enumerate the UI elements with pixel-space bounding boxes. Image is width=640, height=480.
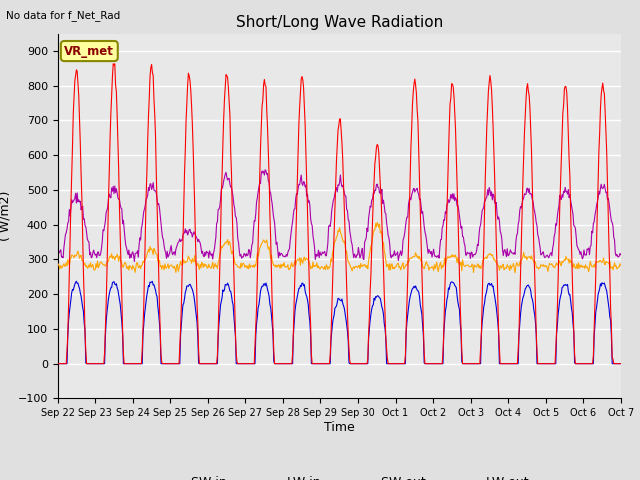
Text: VR_met: VR_met	[65, 45, 114, 58]
Title: Short/Long Wave Radiation: Short/Long Wave Radiation	[236, 15, 443, 30]
X-axis label: Time: Time	[324, 421, 355, 434]
Y-axis label: ( W/m2): ( W/m2)	[0, 191, 12, 241]
Text: No data for f_Net_Rad: No data for f_Net_Rad	[6, 11, 121, 22]
Legend: SW in, LW in, SW out, LW out: SW in, LW in, SW out, LW out	[145, 471, 533, 480]
